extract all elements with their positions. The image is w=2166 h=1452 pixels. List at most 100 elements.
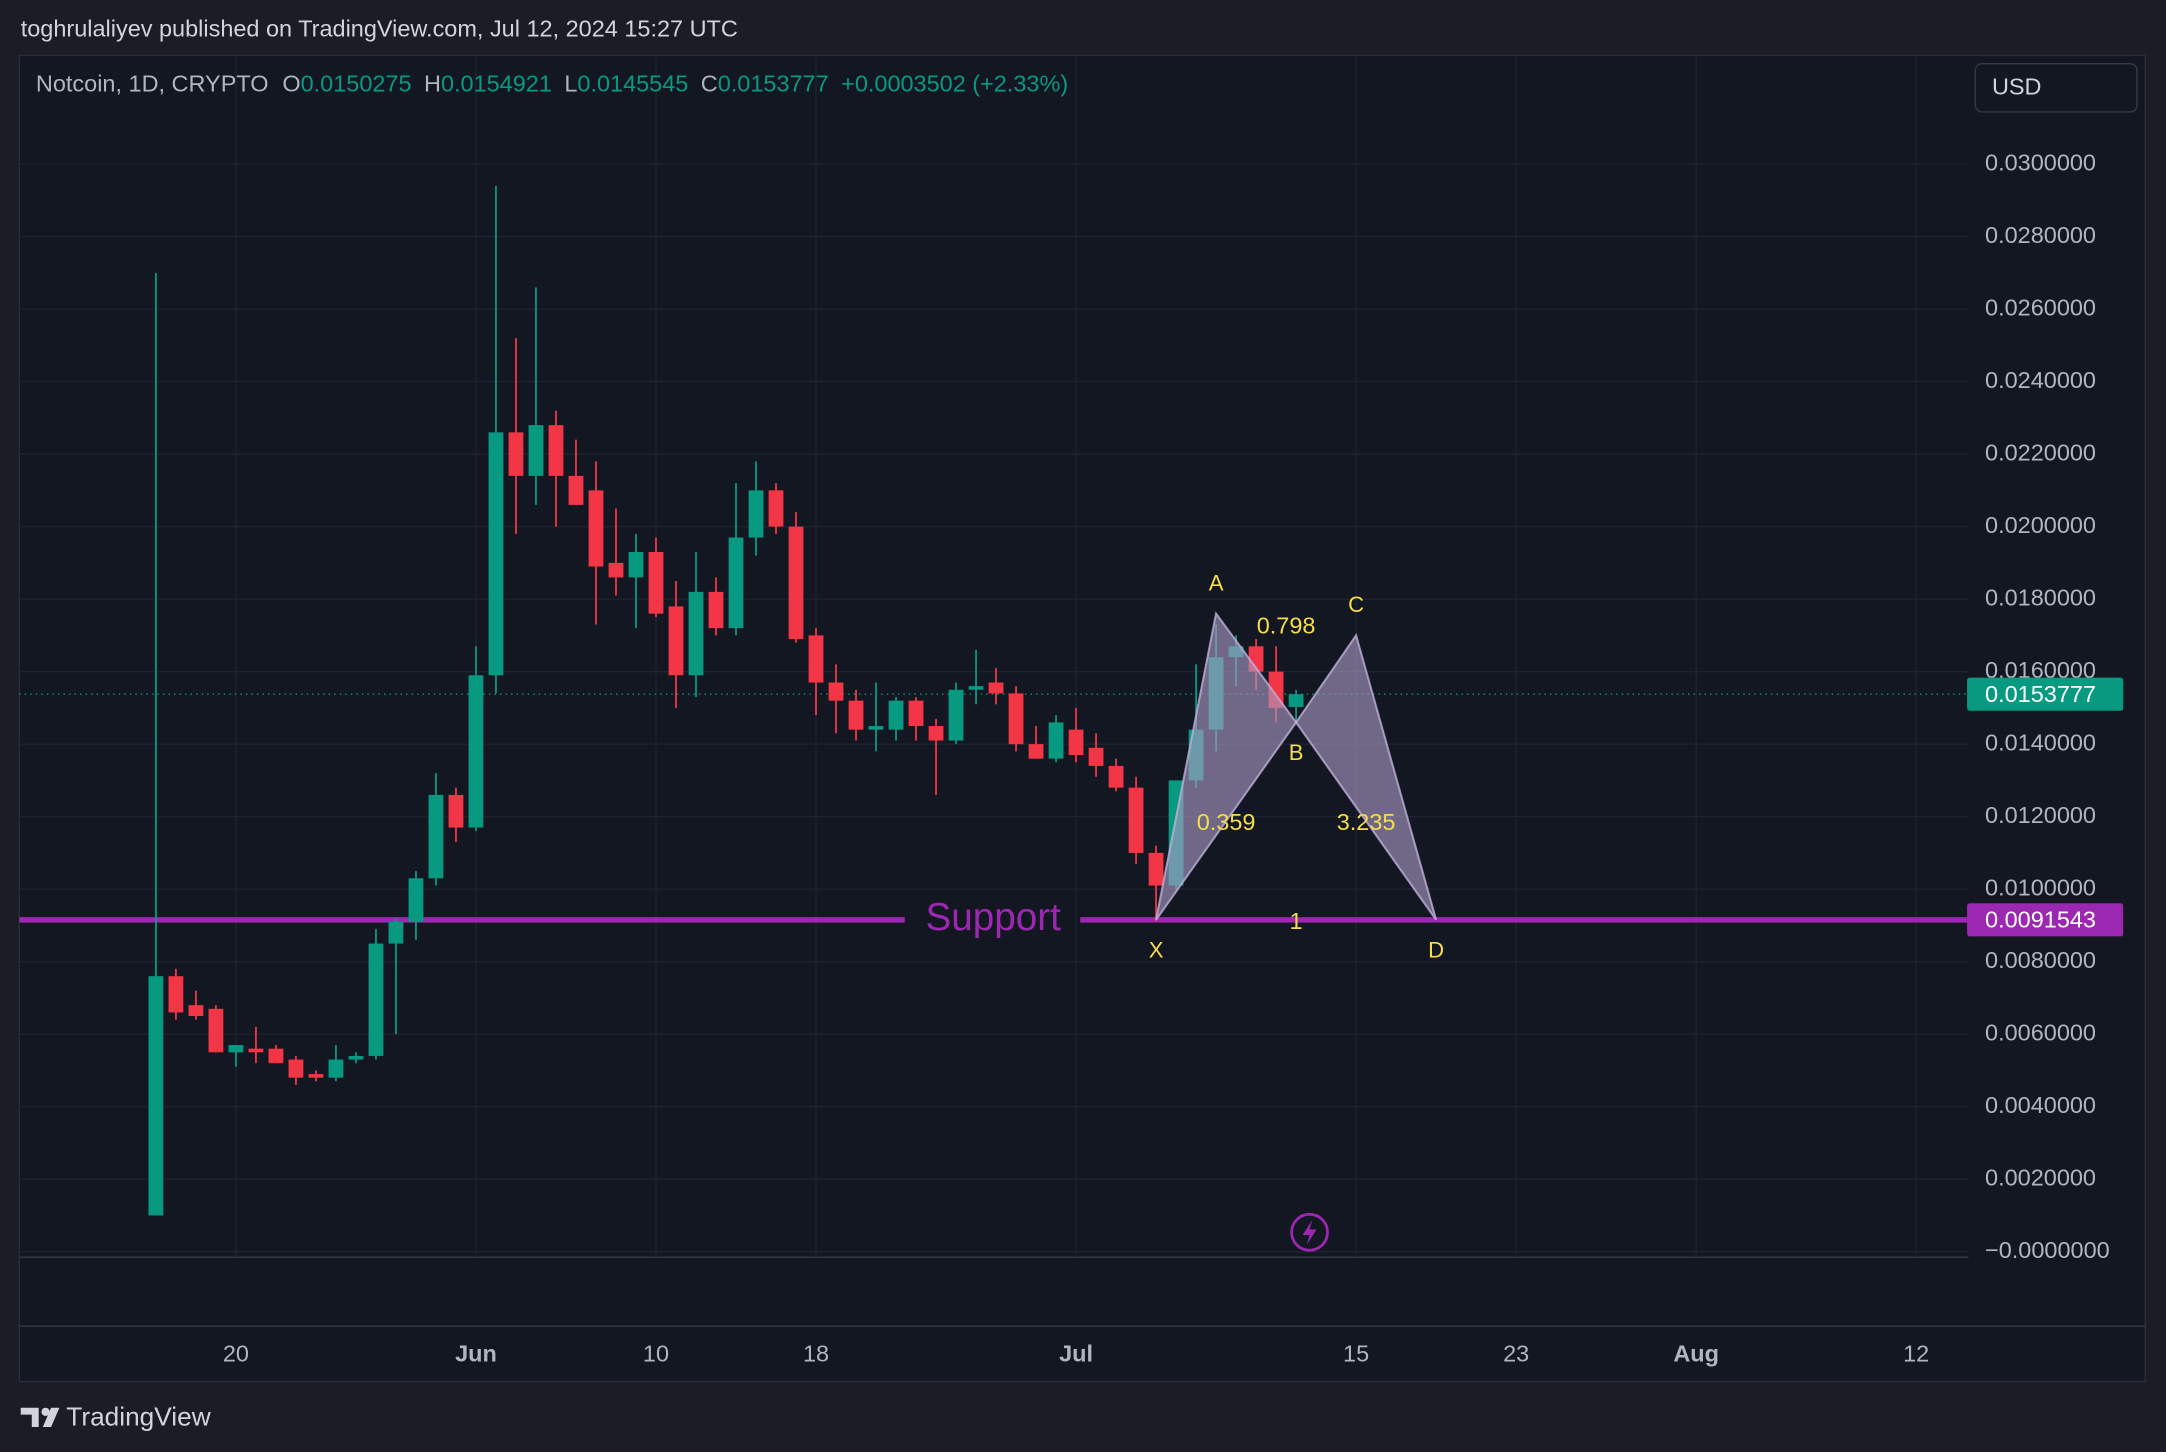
candle-body bbox=[188, 1005, 204, 1017]
x-tick-label: 12 bbox=[1903, 1340, 1929, 1366]
candle-body bbox=[528, 425, 544, 476]
candle-body bbox=[968, 686, 984, 690]
x-tick-label: 15 bbox=[1343, 1340, 1369, 1366]
support-label: Support bbox=[926, 896, 1062, 939]
candle-body bbox=[848, 700, 864, 730]
x-tick-label: 23 bbox=[1503, 1340, 1529, 1366]
candle-body bbox=[708, 591, 724, 629]
y-tick-label: 0.0180000 bbox=[1985, 584, 2096, 610]
candle-body bbox=[168, 976, 184, 1013]
candle-body bbox=[148, 976, 164, 1216]
candle-body bbox=[1128, 787, 1144, 853]
candle-body bbox=[1108, 765, 1124, 788]
candle-body bbox=[988, 682, 1004, 694]
pattern-point-label: A bbox=[1209, 570, 1224, 595]
alert-bolt bbox=[1302, 1219, 1317, 1245]
ohlc-value: 0.0145545 bbox=[577, 71, 688, 97]
candle-body bbox=[568, 475, 584, 505]
pattern-triangle bbox=[1155, 611, 1298, 921]
currency-button[interactable] bbox=[1974, 62, 2138, 113]
candle-body bbox=[348, 1055, 364, 1060]
candle-body bbox=[488, 432, 504, 676]
ohlc-value: 0.0154921 bbox=[441, 71, 552, 97]
y-tick-label: 0.0100000 bbox=[1985, 874, 2096, 900]
pattern-ratio: 3.235 bbox=[1337, 809, 1396, 835]
ohlc-label: C bbox=[701, 71, 718, 97]
candle-body bbox=[368, 943, 384, 1056]
candle-body bbox=[228, 1045, 244, 1053]
ohlc-label: L bbox=[564, 71, 577, 97]
publish-note: toghrulaliyev published on TradingView.c… bbox=[21, 16, 738, 42]
candle-body bbox=[788, 526, 804, 640]
candle-body bbox=[268, 1048, 284, 1064]
x-tick-label: Jun bbox=[455, 1340, 497, 1366]
y-tick-label: 0.0120000 bbox=[1985, 802, 2096, 828]
y-tick-label: 0.0240000 bbox=[1985, 367, 2096, 393]
brand-logo: TradingView bbox=[20, 1402, 212, 1432]
support-tag-label: 0.0091543 bbox=[1985, 906, 2096, 932]
chart-panel bbox=[18, 54, 2146, 1383]
pattern-point-label: X bbox=[1149, 937, 1164, 962]
logo-mark bbox=[42, 1407, 60, 1428]
brand-name: TradingView bbox=[66, 1402, 211, 1432]
candle-body bbox=[308, 1074, 324, 1078]
pattern-point-label: D bbox=[1428, 937, 1444, 962]
x-tick-label: 10 bbox=[643, 1340, 669, 1366]
y-tick-label: 0.0220000 bbox=[1985, 439, 2096, 465]
x-tick-label: 20 bbox=[223, 1340, 249, 1366]
symbol-legend: Notcoin, 1D, CRYPTO O0.0150275 H0.0154921 L… bbox=[36, 71, 1068, 97]
candle-body bbox=[248, 1048, 264, 1053]
x-tick-label: 18 bbox=[803, 1340, 829, 1366]
candle-body bbox=[648, 552, 664, 614]
candle-body bbox=[668, 606, 684, 676]
currency-label: USD bbox=[1992, 74, 2042, 100]
candle-body bbox=[588, 490, 604, 567]
pattern-point-label: C bbox=[1348, 592, 1364, 617]
logo-dot bbox=[41, 1407, 50, 1416]
pattern-ratio: 0.359 bbox=[1197, 809, 1256, 835]
candle-body bbox=[408, 878, 424, 922]
candle-body bbox=[428, 794, 444, 879]
ohlc-value: 0.0153777 bbox=[718, 71, 829, 97]
candle-body bbox=[1288, 694, 1304, 707]
candle-body bbox=[1068, 729, 1084, 756]
y-tick-label: 0.0080000 bbox=[1985, 947, 2096, 973]
candle-body bbox=[1048, 722, 1064, 759]
candle-body bbox=[1008, 693, 1024, 745]
candle-body bbox=[628, 552, 644, 578]
price-change: +0.0003502 (+2.33%) bbox=[841, 71, 1068, 97]
plot: Support X A B C D 0.359 0.798 3.235 1 bbox=[19, 55, 1969, 1258]
candle-body bbox=[208, 1008, 224, 1053]
candle-body bbox=[748, 490, 764, 538]
y-tick-label: 0.0140000 bbox=[1985, 729, 2096, 755]
candle-body bbox=[768, 490, 784, 527]
candle-body bbox=[868, 726, 884, 730]
y-tick-label: 0.0020000 bbox=[1985, 1164, 2096, 1190]
candle-body bbox=[388, 921, 404, 944]
candle-body bbox=[808, 635, 824, 683]
pattern-point-label: B bbox=[1289, 740, 1304, 765]
candle-body bbox=[608, 562, 624, 578]
alert-circle bbox=[1290, 1212, 1329, 1252]
y-tick-label: 0.0260000 bbox=[1985, 294, 2096, 320]
candle-body bbox=[328, 1059, 344, 1078]
price-tag-label: 0.0153777 bbox=[1985, 681, 2096, 707]
candle-body bbox=[928, 726, 944, 741]
ohlc-label: O bbox=[282, 71, 300, 97]
ohlc-value: 0.0150275 bbox=[301, 71, 412, 97]
candle-body bbox=[468, 675, 484, 828]
candle-body bbox=[448, 794, 464, 828]
alert-icon[interactable] bbox=[1290, 1212, 1329, 1252]
pattern-ratio: 1 bbox=[1290, 908, 1303, 934]
candle-body bbox=[888, 700, 904, 730]
candle-body bbox=[908, 700, 924, 727]
x-tick-label: Jul bbox=[1059, 1340, 1093, 1366]
candle-body bbox=[508, 432, 524, 476]
y-tick-label: 0.0300000 bbox=[1985, 149, 2096, 175]
x-tick-label: Aug bbox=[1673, 1340, 1719, 1366]
candle-body bbox=[548, 425, 564, 476]
candle-body bbox=[1088, 747, 1104, 766]
candle-body bbox=[828, 682, 844, 701]
price-tag bbox=[1967, 677, 2124, 711]
